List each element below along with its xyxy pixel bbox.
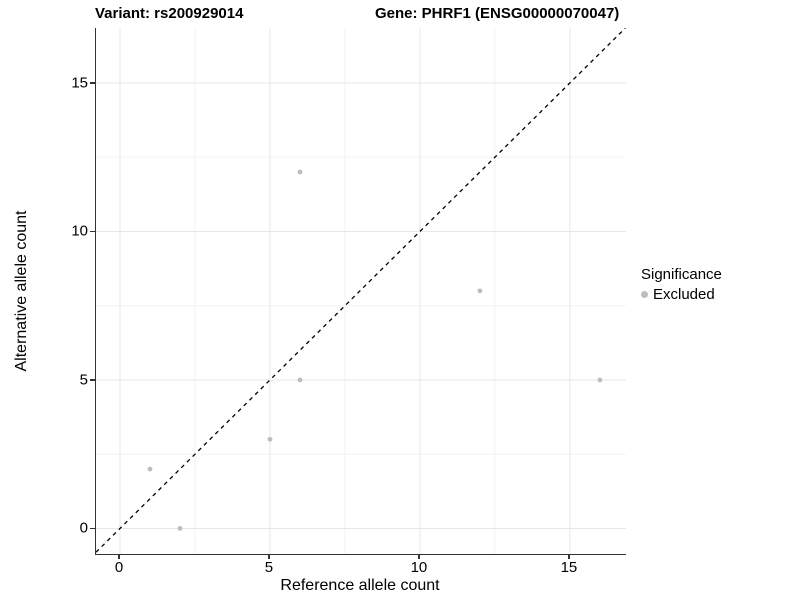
x-tick-mark bbox=[568, 554, 570, 559]
identity-dashed-line bbox=[96, 28, 626, 553]
y-tick-mark bbox=[90, 527, 95, 530]
plot-title-gene: Gene: PHRF1 (ENSG00000070047) bbox=[375, 5, 620, 22]
x-tick-label: 0 bbox=[114, 559, 124, 576]
y-axis-label: Alternative allele count bbox=[13, 210, 30, 372]
y-tick-label: 0 bbox=[79, 519, 88, 537]
scatter-point bbox=[147, 466, 153, 472]
y-tick-label: 5 bbox=[79, 371, 88, 389]
plot-title-variant: Variant: rs200929014 bbox=[95, 5, 244, 22]
legend-title: Significance bbox=[641, 266, 722, 283]
scatter-point bbox=[477, 288, 483, 294]
y-tick-mark bbox=[90, 82, 95, 84]
x-axis-label: Reference allele count bbox=[280, 577, 440, 594]
legend-label: Excluded bbox=[653, 286, 715, 303]
scatter-point bbox=[297, 169, 303, 175]
legend: Significance Excluded bbox=[641, 266, 722, 303]
plot-panel bbox=[95, 28, 626, 555]
scatter-point bbox=[597, 377, 603, 383]
x-tick-label: 10 bbox=[410, 559, 428, 576]
legend-entry: Excluded bbox=[641, 286, 722, 303]
scatter-point bbox=[267, 436, 273, 442]
scatter-point bbox=[177, 526, 183, 531]
y-tick-mark bbox=[90, 379, 95, 381]
y-tick-label: 15 bbox=[71, 74, 88, 92]
x-tick-label: 15 bbox=[560, 559, 578, 576]
x-tick-mark bbox=[268, 554, 270, 559]
x-tick-label: 5 bbox=[264, 559, 274, 576]
y-tick-mark bbox=[90, 230, 95, 233]
x-tick-mark bbox=[418, 554, 420, 559]
scatter-point bbox=[297, 377, 303, 383]
legend-point-icon bbox=[641, 291, 648, 298]
scatter-plot-canvas bbox=[96, 28, 626, 554]
y-tick-label: 10 bbox=[71, 222, 88, 240]
x-tick-mark bbox=[118, 554, 120, 559]
